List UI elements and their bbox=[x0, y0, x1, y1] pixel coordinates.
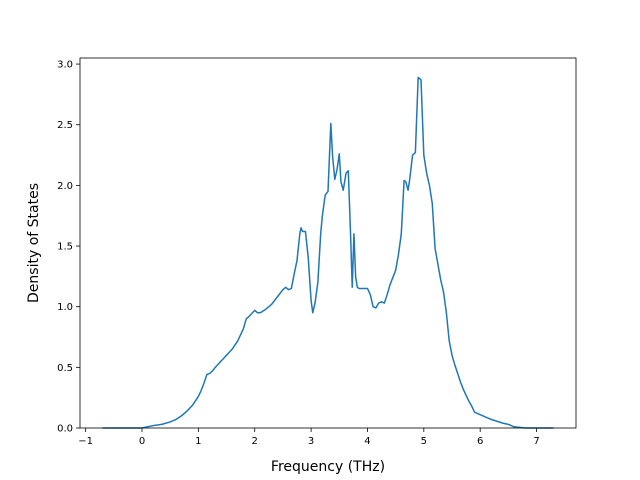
plot-frame bbox=[79, 57, 577, 429]
x-tick-label: 1 bbox=[195, 436, 201, 447]
plot-area bbox=[80, 58, 576, 428]
x-tick-label: 4 bbox=[364, 436, 370, 447]
dos-series-line bbox=[102, 76, 554, 429]
x-tick-label: 5 bbox=[421, 436, 427, 447]
x-axis-title: Frequency (THz) bbox=[271, 459, 385, 475]
x-tick-label: 3 bbox=[308, 436, 314, 447]
y-tick-label: 3.0 bbox=[57, 60, 73, 71]
y-tick-label: 0.0 bbox=[57, 424, 73, 435]
x-axis-ticks: −1 0 1 2 3 4 5 6 7 bbox=[78, 428, 540, 447]
x-tick-label: 6 bbox=[477, 436, 483, 447]
y-tick-label: 2.5 bbox=[57, 120, 73, 131]
y-axis-ticks: 0.0 0.5 1.0 1.5 2.0 2.5 3.0 bbox=[57, 60, 80, 435]
x-tick-label: 2 bbox=[252, 436, 258, 447]
y-tick-label: 0.5 bbox=[57, 363, 73, 374]
y-axis-title: Density of States bbox=[26, 183, 42, 303]
x-tick-label: −1 bbox=[78, 436, 93, 447]
x-tick-label: 0 bbox=[139, 436, 145, 447]
y-tick-label: 1.5 bbox=[57, 242, 73, 253]
y-tick-label: 2.0 bbox=[57, 181, 73, 192]
x-tick-label: 7 bbox=[533, 436, 539, 447]
y-tick-label: 1.0 bbox=[57, 302, 73, 313]
